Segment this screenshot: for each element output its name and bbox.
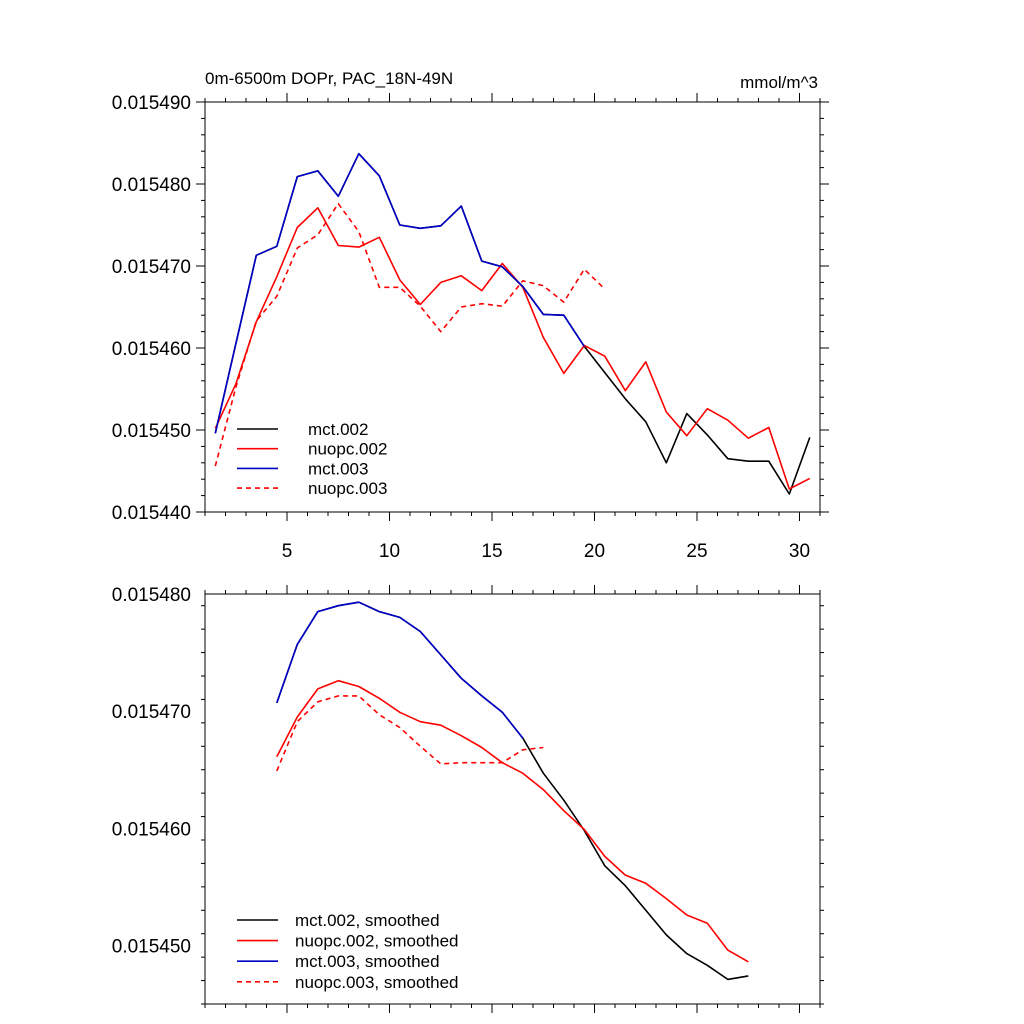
legend: mct.002, smoothed nuopc.002, smoothedmct.… (237, 911, 459, 992)
series-line-nuopc-002-smoothed (276, 679, 749, 963)
x-tick-label: 15 (481, 541, 502, 562)
y-tick-label: 0.015450 (112, 936, 191, 957)
legend-label: nuopc.002, smoothed (295, 932, 459, 951)
series-line-mct-003-smoothed (276, 601, 524, 739)
y-tick-label: 0.015460 (112, 339, 191, 360)
x-tick-label: 25 (686, 541, 707, 562)
y-tick-label: 0.015470 (112, 257, 191, 278)
series-line-nuopc-003-smoothed (276, 695, 544, 772)
x-tick-label: 20 (584, 541, 605, 562)
x-tick-label: 10 (379, 541, 400, 562)
series-line-nuopc-002 (214, 207, 811, 490)
y-tick-label: 0.015480 (112, 175, 191, 196)
legend-label: mct.003 (308, 459, 368, 478)
series-line-mct-003 (214, 152, 585, 434)
x-tick-label: 5 (282, 541, 293, 562)
legend-label: nuopc.003 (308, 479, 387, 498)
legend-label: nuopc.003, smoothed (295, 973, 459, 992)
y-tick-label: 0.015440 (112, 503, 191, 524)
y-tick-label: 0.015460 (112, 819, 191, 840)
x-tick-label: 30 (789, 541, 810, 562)
series-line-nuopc-003 (214, 202, 606, 467)
legend-label: mct.002, smoothed (295, 911, 440, 930)
y-tick-label: 0.015470 (112, 702, 191, 723)
legend-label: mct.003, smoothed (295, 952, 440, 971)
legend-label: mct.002 (308, 420, 368, 439)
series-line-mct-002 (214, 152, 811, 495)
top-panel: 5 10 15 20 25 30 0.015440 0.015450 0.015460 0.015… (112, 93, 829, 562)
y-tick-label: 0.015480 (112, 585, 191, 606)
plot-frame (204, 101, 821, 513)
y-tick-label: 0.015450 (112, 421, 191, 442)
y-tick-label: 0.015490 (112, 93, 191, 114)
chart-title: 0m-6500m DOPr, PAC_18N-49N (205, 69, 453, 88)
bottom-panel: 0.015450 0.015460 0.015470 0.015480 mct.002,… (112, 585, 824, 1013)
legend-label: nuopc.002 (308, 440, 387, 459)
chart-units: mmol/m^3 (740, 73, 818, 92)
